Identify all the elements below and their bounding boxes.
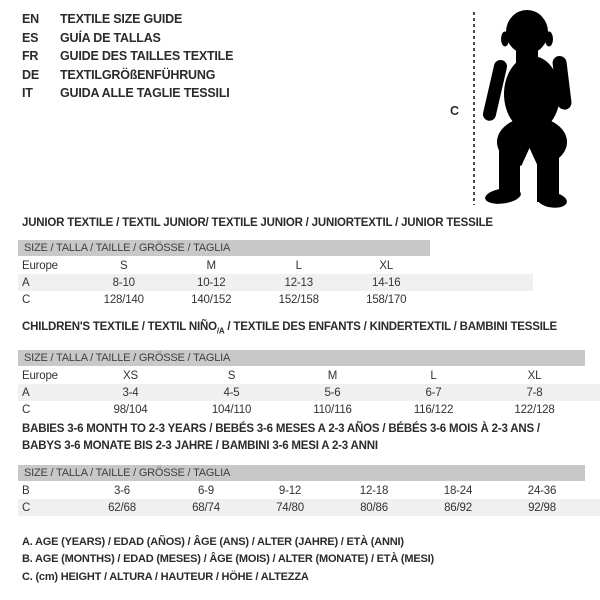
height-measure-label: C bbox=[450, 104, 459, 118]
children-table-title: CHILDREN'S TEXTILE / TEXTIL NIÑO/A / TEX… bbox=[22, 319, 557, 340]
table-row: A 8-10 10-12 12-13 14-16 bbox=[18, 274, 533, 291]
size-cell: 98/104 bbox=[113, 403, 148, 416]
children-table: SIZE / TALLA / TAILLE / GRÖSSE / TAGLIA … bbox=[18, 350, 600, 418]
row-label: A bbox=[22, 386, 30, 399]
size-cell: 9-12 bbox=[278, 484, 302, 497]
junior-table-title: JUNIOR TEXTILE / TEXTIL JUNIOR/ TEXTILE … bbox=[22, 217, 493, 229]
baby-silhouette-icon bbox=[482, 10, 572, 208]
table-row: B 3-6 6-9 9-12 12-18 18-24 24-36 bbox=[18, 482, 600, 499]
size-cell: S bbox=[120, 259, 128, 272]
size-cell: 6-7 bbox=[425, 386, 442, 399]
language-row-fr: FR GUIDE DES TAILLES TEXTILE bbox=[22, 47, 233, 66]
size-cell: 12-18 bbox=[359, 484, 389, 497]
junior-table: SIZE / TALLA / TAILLE / GRÖSSE / TAGLIA … bbox=[18, 240, 533, 308]
size-cell: 110/116 bbox=[313, 403, 352, 416]
size-cell: 3-4 bbox=[122, 386, 139, 399]
language-row-es: ES GUÍA DE TALLAS bbox=[22, 29, 233, 48]
row-label: C bbox=[22, 501, 31, 514]
language-code: IT bbox=[22, 86, 33, 101]
size-cell: 14-16 bbox=[372, 276, 401, 289]
size-cell: L bbox=[295, 259, 302, 272]
row-label: Europe bbox=[22, 369, 58, 382]
legend-line-c: C. (cm) HEIGHT / ALTURA / HAUTEUR / HÖHE… bbox=[22, 570, 309, 583]
table-row: C 98/104 104/110 110/116 116/122 122/128 bbox=[18, 401, 600, 418]
row-label: B bbox=[22, 484, 30, 497]
size-header-bar: SIZE / TALLA / TAILLE / GRÖSSE / TAGLIA bbox=[18, 240, 430, 256]
size-cell: 74/80 bbox=[276, 501, 304, 514]
babies-table: SIZE / TALLA / TAILLE / GRÖSSE / TAGLIA … bbox=[18, 465, 600, 516]
size-header-bar: SIZE / TALLA / TAILLE / GRÖSSE / TAGLIA bbox=[18, 465, 585, 481]
row-label: C bbox=[22, 403, 31, 416]
children-title-text: CHILDREN'S TEXTILE / TEXTIL NIÑO bbox=[22, 321, 217, 333]
size-cell: 7-8 bbox=[526, 386, 543, 399]
size-cell: 18-24 bbox=[443, 484, 473, 497]
language-code: ES bbox=[22, 30, 39, 45]
row-label: A bbox=[22, 276, 30, 289]
size-cell: 86/92 bbox=[444, 501, 472, 514]
measurement-legend: A. AGE (YEARS) / EDAD (AÑOS) / ÂGE (ANS)… bbox=[22, 533, 434, 586]
size-cell: 24-36 bbox=[527, 484, 557, 497]
size-cell: M bbox=[327, 369, 338, 382]
size-cell: 158/170 bbox=[366, 293, 407, 306]
size-cell: 80/86 bbox=[360, 501, 388, 514]
size-cell: XL bbox=[527, 369, 542, 382]
size-cell: XS bbox=[123, 369, 138, 382]
language-label: TEXTILE SIZE GUIDE bbox=[60, 12, 183, 27]
size-cell: 122/128 bbox=[514, 403, 555, 416]
language-row-en: EN TEXTILE SIZE GUIDE bbox=[22, 10, 233, 29]
table-row: A 3-4 4-5 5-6 6-7 7-8 bbox=[18, 384, 600, 401]
children-title-text: / TEXTILE DES ENFANTS / KINDERTEXTIL / B… bbox=[224, 321, 557, 333]
size-cell: XL bbox=[379, 259, 394, 272]
babies-title-line1: BABIES 3-6 MONTH TO 2-3 YEARS / BEBÉS 3-… bbox=[22, 423, 540, 435]
size-cell: S bbox=[227, 369, 236, 382]
language-label: GUIDE DES TAILLES TEXTILE bbox=[60, 49, 234, 64]
size-cell: 12-13 bbox=[284, 276, 314, 289]
size-cell: 8-10 bbox=[112, 276, 135, 289]
language-row-it: IT GUIDA ALLE TAGLIE TESSILI bbox=[22, 84, 233, 103]
size-cell: 6-9 bbox=[197, 484, 215, 497]
size-cell: L bbox=[430, 369, 437, 382]
table-row: Europe S M L XL bbox=[18, 257, 533, 274]
language-code: EN bbox=[22, 12, 39, 27]
babies-title-line2: BABYS 3-6 MONATE BIS 2-3 JAHRE / BAMBINI… bbox=[22, 439, 378, 452]
table-row: C 128/140 140/152 152/158 158/170 bbox=[18, 291, 533, 308]
language-label: TEXTILGRÖßENFÜHRUNG bbox=[60, 67, 216, 82]
size-cell: 10-12 bbox=[197, 276, 226, 289]
size-cell: 5-6 bbox=[324, 386, 341, 399]
language-label: GUIDA ALLE TAGLIE TESSILI bbox=[60, 86, 230, 101]
size-cell: 3-6 bbox=[113, 484, 131, 497]
row-label: C bbox=[22, 293, 31, 306]
size-cell: 152/158 bbox=[278, 293, 319, 306]
size-cell: 116/122 bbox=[413, 403, 454, 416]
language-code: DE bbox=[22, 67, 39, 82]
size-cell: 68/74 bbox=[192, 501, 220, 514]
legend-line-b: B. AGE (MONTHS) / EDAD (MESES) / ÂGE (MO… bbox=[22, 553, 434, 566]
language-label: GUÍA DE TALLAS bbox=[60, 30, 161, 45]
babies-table-title: BABIES 3-6 MONTH TO 2-3 YEARS / BEBÉS 3-… bbox=[22, 421, 540, 454]
size-cell: 140/152 bbox=[191, 293, 232, 306]
size-cell: 4-5 bbox=[223, 386, 240, 399]
children-title-subscript: /A bbox=[216, 326, 225, 336]
table-row: C 62/68 68/74 74/80 80/86 86/92 92/98 bbox=[18, 499, 600, 516]
language-row-de: DE TEXTILGRÖßENFÜHRUNG bbox=[22, 66, 233, 85]
legend-line-a: A. AGE (YEARS) / EDAD (AÑOS) / ÂGE (ANS)… bbox=[22, 535, 404, 548]
language-code: FR bbox=[22, 49, 39, 64]
table-row: Europe XS S M L XL bbox=[18, 367, 600, 384]
size-header-bar: SIZE / TALLA / TAILLE / GRÖSSE / TAGLIA bbox=[18, 350, 585, 366]
size-cell: 104/110 bbox=[211, 403, 252, 416]
language-list: EN TEXTILE SIZE GUIDE ES GUÍA DE TALLAS … bbox=[22, 10, 233, 103]
size-cell: 62/68 bbox=[108, 501, 136, 514]
row-label: Europe bbox=[22, 259, 58, 272]
size-cell: 92/98 bbox=[528, 501, 556, 514]
height-dashed-line bbox=[473, 12, 475, 205]
size-cell: 128/140 bbox=[103, 293, 144, 306]
size-cell: M bbox=[206, 259, 217, 272]
